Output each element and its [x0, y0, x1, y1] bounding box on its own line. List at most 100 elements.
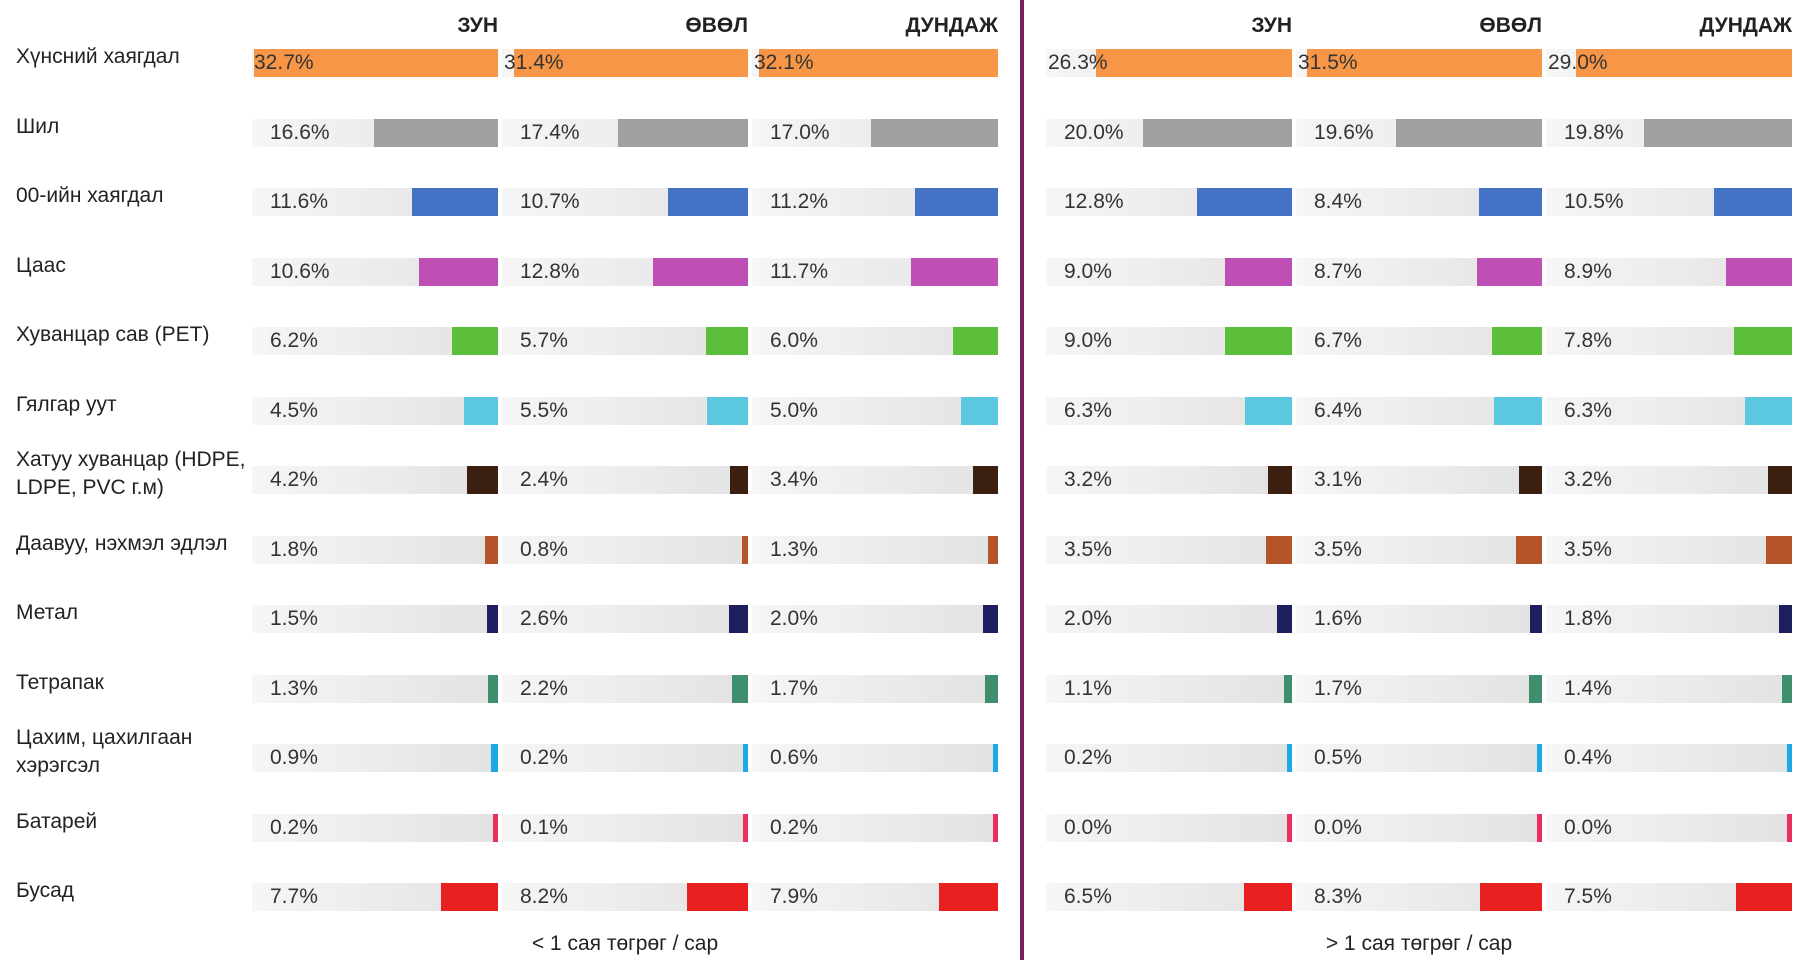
bar-track [1296, 674, 1542, 703]
bar [730, 466, 748, 494]
column-header: ЗУН [457, 14, 498, 37]
bar-track [252, 744, 498, 772]
bar [513, 49, 748, 77]
bar [1787, 813, 1792, 842]
value-label: 17.4% [520, 120, 580, 144]
bar [1736, 883, 1792, 911]
value-label: 7.7% [270, 885, 318, 908]
category-label: Хатуу хуванцар (HDPE, LDPE, PVC г.м) [16, 448, 246, 499]
category-label: Батарей [16, 809, 98, 833]
bar [953, 327, 998, 355]
bar [1095, 49, 1292, 77]
bar [1515, 535, 1542, 564]
bar-track [1046, 535, 1292, 564]
category-label: Цаас [16, 253, 66, 277]
bar [466, 466, 498, 494]
bar-track [252, 396, 498, 425]
bar [960, 396, 998, 425]
value-label: 3.2% [1564, 468, 1612, 491]
value-label: 1.7% [1314, 676, 1362, 700]
bar [618, 118, 748, 147]
bar [742, 535, 748, 564]
value-label: 0.5% [1314, 746, 1362, 769]
value-label: 6.3% [1064, 398, 1112, 422]
bar-track [752, 744, 998, 772]
bar [374, 118, 498, 147]
value-label: 0.8% [520, 537, 568, 561]
bar [1196, 188, 1292, 216]
bar [1265, 535, 1292, 564]
bar-track [502, 605, 748, 633]
category-label: Гялгар уут [16, 392, 117, 416]
bar [985, 674, 998, 703]
category-label: Даавуу, нэхмэл эдлэл [16, 531, 228, 555]
bar [993, 744, 998, 772]
value-label: 0.2% [520, 746, 568, 769]
bar [1395, 118, 1542, 147]
bar-track [752, 674, 998, 703]
value-label: 1.8% [1564, 607, 1612, 630]
bar [1768, 466, 1792, 494]
bar [1224, 257, 1292, 286]
bar [1224, 327, 1292, 355]
bar-track [252, 535, 498, 564]
bar [1494, 396, 1542, 425]
bar [451, 327, 498, 355]
value-label: 5.7% [520, 329, 568, 352]
value-label: 32.7% [254, 51, 314, 74]
value-label: 1.1% [1064, 676, 1112, 700]
value-label: 0.0% [1064, 815, 1112, 839]
value-label: 12.8% [1064, 190, 1124, 213]
value-label: 10.5% [1564, 190, 1624, 213]
value-label: 2.0% [1064, 607, 1112, 630]
bar [1725, 257, 1792, 286]
value-label: 2.0% [770, 607, 818, 630]
value-label: 2.6% [520, 607, 568, 630]
value-label: 32.1% [754, 51, 814, 74]
bar [1268, 466, 1292, 494]
value-label: 29.0% [1548, 51, 1608, 74]
category-label: Цахим, цахилгаан хэрэгсэл [16, 726, 193, 777]
bar [1778, 605, 1792, 633]
bar-track [752, 466, 998, 494]
value-label: 6.3% [1564, 398, 1612, 422]
value-label: 1.6% [1314, 607, 1362, 630]
bar [1530, 605, 1542, 633]
panel-label: < 1 сая төгрөг / сар [531, 932, 719, 955]
value-label: 7.5% [1564, 885, 1612, 908]
bar-track [252, 466, 498, 494]
bar [486, 605, 498, 633]
value-label: 19.8% [1564, 120, 1624, 144]
bar-track [502, 674, 748, 703]
bar-track [1046, 605, 1292, 633]
bar-track [1296, 744, 1542, 772]
bar-track [1296, 535, 1542, 564]
bar-track [1546, 605, 1792, 633]
bar [707, 396, 748, 425]
value-label: 20.0% [1064, 120, 1124, 144]
value-label: 0.4% [1564, 746, 1612, 769]
value-label: 7.8% [1564, 329, 1612, 352]
value-label: 0.6% [770, 746, 818, 769]
bar [1480, 883, 1542, 911]
bar [1243, 883, 1292, 911]
bar [1283, 674, 1292, 703]
value-label: 26.3% [1048, 51, 1108, 74]
value-label: 5.0% [770, 398, 818, 422]
value-label: 0.2% [270, 815, 318, 839]
value-label: 3.2% [1064, 468, 1112, 491]
column-header: ЗУН [1251, 14, 1292, 37]
bar [1529, 674, 1542, 703]
bar-track [1046, 813, 1292, 842]
bar [464, 396, 498, 425]
bar [488, 674, 498, 703]
bar-track [502, 813, 748, 842]
bar [743, 744, 748, 772]
bar [1287, 744, 1292, 772]
value-label: 19.6% [1314, 120, 1374, 144]
category-label: Хүнсний хаягдал [16, 45, 180, 68]
value-label: 2.4% [520, 468, 568, 491]
bar [1765, 535, 1792, 564]
value-label: 11.2% [770, 190, 828, 213]
column-header: ӨВӨЛ [1479, 14, 1542, 37]
